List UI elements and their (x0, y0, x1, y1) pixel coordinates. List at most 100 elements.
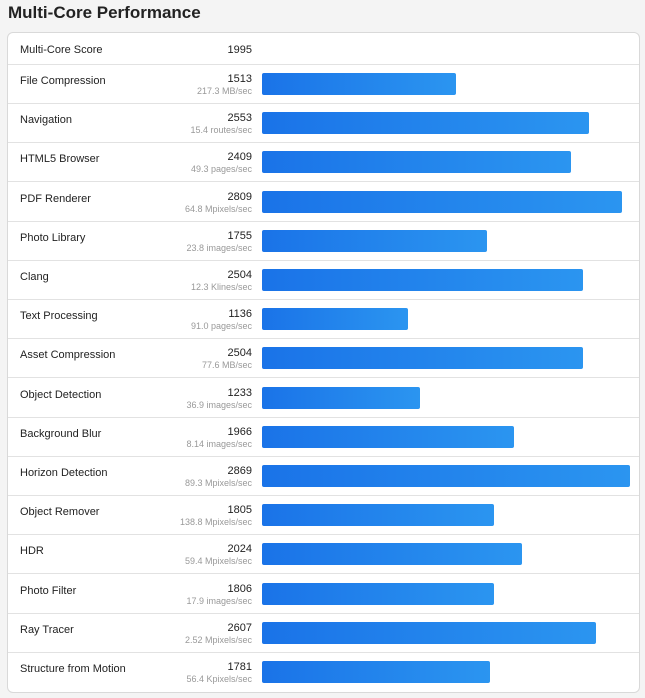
benchmark-score: 2504 (227, 347, 252, 360)
bar-track (262, 269, 632, 291)
benchmark-score: 1513 (227, 73, 252, 85)
benchmark-score: 2553 (227, 112, 252, 125)
results-table: Multi-Core Score 1995 File Compression 15… (7, 32, 640, 693)
bar-track (262, 543, 632, 566)
bar-track (262, 465, 632, 487)
benchmark-throughput: 36.9 images/sec (186, 399, 252, 410)
benchmark-row: Background Blur 1966 8.14 images/sec (8, 418, 639, 457)
page-title: Multi-Core Performance (8, 3, 201, 22)
benchmark-name: PDF Renderer (20, 192, 91, 205)
benchmark-row: HTML5 Browser 2409 49.3 pages/sec (8, 143, 639, 183)
benchmark-throughput: 64.8 Mpixels/sec (184, 203, 252, 214)
bar-track (262, 386, 632, 409)
bar-track (262, 112, 632, 135)
bar-track (262, 308, 632, 331)
benchmark-name: Navigation (20, 114, 72, 127)
benchmark-throughput: 8.14 images/sec (186, 438, 252, 449)
benchmark-row: Asset Compression 2504 77.6 MB/sec (8, 339, 639, 379)
benchmark-row: Photo Filter 1806 17.9 images/sec (8, 575, 639, 614)
score-bar (262, 504, 494, 527)
benchmark-row: PDF Renderer 2809 64.8 Mpixels/sec (8, 183, 639, 222)
benchmark-score: 1966 (227, 425, 252, 438)
benchmark-name: File Compression (20, 75, 106, 87)
multi-core-score-label: Multi-Core Score (20, 44, 103, 56)
bar-track (262, 347, 632, 370)
benchmark-row: Photo Library 1755 23.8 images/sec (8, 222, 639, 261)
benchmark-throughput: 12.3 Klines/sec (190, 282, 252, 292)
benchmark-throughput: 49.3 pages/sec (190, 164, 252, 175)
benchmark-row: Text Processing 1136 91.0 pages/sec (8, 300, 639, 340)
score-bar (262, 386, 420, 409)
benchmark-throughput: 89.3 Mpixels/sec (184, 478, 252, 488)
multi-core-score-value: 1995 (227, 44, 252, 56)
benchmark-throughput: 17.9 images/sec (186, 595, 252, 606)
benchmark-score: 2809 (227, 190, 252, 203)
benchmark-name: HTML5 Browser (20, 153, 100, 166)
bar-track (262, 425, 632, 448)
bar-track (262, 73, 632, 95)
benchmark-score: 1755 (227, 229, 252, 242)
score-bar (262, 543, 522, 566)
bar-track (262, 661, 632, 683)
bar-track (262, 582, 632, 605)
score-bar (262, 621, 596, 644)
benchmark-score: 1806 (227, 582, 252, 595)
benchmark-name: Object Remover (20, 506, 100, 519)
benchmark-row: Object Remover 1805 138.8 Mpixels/sec (8, 496, 639, 536)
bar-track (262, 190, 632, 213)
benchmark-name: Object Detection (20, 388, 102, 401)
benchmark-score: 1805 (227, 504, 252, 517)
score-bar (262, 582, 494, 605)
benchmark-name: HDR (20, 545, 44, 558)
bar-track (262, 621, 632, 644)
score-bar (262, 190, 622, 213)
score-bar (262, 73, 456, 95)
bar-track (262, 504, 632, 527)
benchmark-row: Clang 2504 12.3 Klines/sec (8, 261, 639, 300)
benchmark-name: Structure from Motion (20, 663, 126, 675)
benchmark-throughput: 59.4 Mpixels/sec (184, 556, 252, 567)
benchmark-throughput: 2.52 Mpixels/sec (184, 634, 252, 645)
score-bar (262, 308, 408, 331)
score-bar (262, 425, 514, 448)
benchmark-score: 2504 (227, 269, 252, 281)
benchmark-score: 1233 (227, 386, 252, 399)
benchmark-throughput: 56.4 Kpixels/sec (186, 674, 252, 684)
benchmark-throughput: 217.3 MB/sec (196, 86, 252, 96)
benchmark-throughput: 23.8 images/sec (186, 242, 252, 253)
benchmark-score: 1781 (227, 661, 252, 673)
benchmark-throughput: 77.6 MB/sec (201, 360, 252, 371)
benchmark-row: Structure from Motion 1781 56.4 Kpixels/se… (8, 653, 639, 692)
score-bar (262, 661, 490, 683)
score-bar (262, 269, 583, 291)
benchmark-row: Navigation 2553 15.4 routes/sec (8, 104, 639, 144)
benchmark-row: Ray Tracer 2607 2.52 Mpixels/sec (8, 614, 639, 653)
benchmark-row: Horizon Detection 2869 89.3 Mpixels/sec (8, 457, 639, 496)
benchmark-name: Ray Tracer (20, 623, 74, 636)
benchmark-row: Object Detection 1233 36.9 images/sec (8, 379, 639, 418)
score-bar (262, 347, 583, 370)
benchmark-score: 2869 (227, 465, 252, 477)
benchmark-score: 2409 (227, 151, 252, 164)
benchmark-name: Asset Compression (20, 349, 116, 362)
score-bar (262, 229, 487, 252)
benchmark-throughput: 91.0 pages/sec (190, 321, 252, 332)
benchmark-name: Text Processing (20, 310, 98, 323)
multi-core-score-row: Multi-Core Score 1995 (8, 33, 639, 65)
benchmark-name: Photo Filter (20, 584, 77, 597)
benchmark-name: Photo Library (20, 231, 86, 244)
benchmark-row: File Compression 1513 217.3 MB/sec (8, 65, 639, 104)
benchmark-throughput: 15.4 routes/sec (190, 125, 252, 136)
benchmark-row: HDR 2024 59.4 Mpixels/sec (8, 535, 639, 575)
benchmark-name: Background Blur (20, 427, 102, 440)
bar-track (262, 229, 632, 252)
benchmark-score: 2607 (227, 621, 252, 634)
bar-track (262, 151, 632, 174)
score-bar (262, 465, 630, 487)
score-bar (262, 112, 589, 135)
benchmark-score: 2024 (227, 543, 252, 556)
benchmark-name: Clang (20, 271, 49, 283)
benchmark-score: 1136 (228, 308, 252, 321)
score-bar (262, 151, 571, 174)
benchmark-throughput: 138.8 Mpixels/sec (179, 517, 252, 528)
